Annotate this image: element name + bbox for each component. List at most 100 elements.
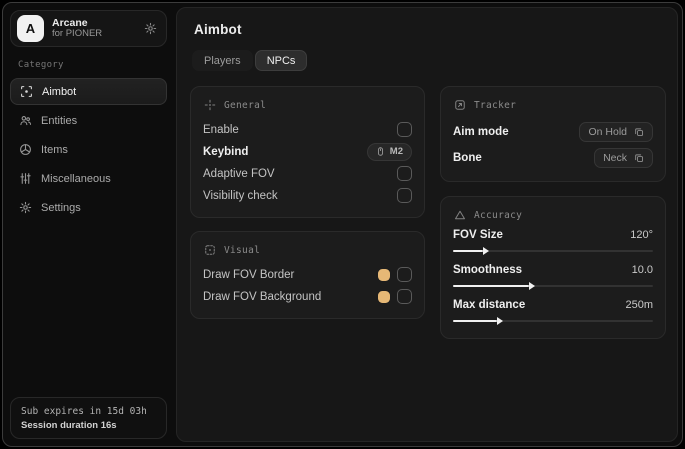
- expand-icon: [634, 127, 644, 137]
- aim-mode-select[interactable]: On Hold: [579, 121, 653, 142]
- tab-bar: Players NPCs: [192, 50, 666, 71]
- adaptive-fov-checkbox[interactable]: [397, 166, 412, 181]
- accuracy-card: Accuracy FOV Size 120° Smoothness 10.0: [440, 196, 666, 339]
- bone-label: Bone: [453, 151, 482, 164]
- fov-background-color-swatch[interactable]: [378, 290, 390, 303]
- crosshair-icon: [204, 99, 216, 111]
- mouse-icon: [376, 146, 385, 157]
- left-column: General Enable Keybind: [190, 86, 425, 319]
- app-subtitle: for PIONER: [52, 28, 103, 40]
- tracker-card-header: Tracker: [454, 99, 653, 111]
- draw-fov-background-checkbox[interactable]: [397, 289, 412, 304]
- tab-players[interactable]: Players: [192, 50, 253, 71]
- max-distance-label: Max distance: [453, 299, 526, 311]
- tracker-card: Tracker Aim mode On Hold: [440, 86, 666, 182]
- sidebar-spacer: [10, 223, 167, 397]
- sliders-icon: [19, 172, 32, 185]
- visual-card-title: Visual: [224, 244, 261, 256]
- draw-fov-background-controls: [378, 289, 412, 304]
- subscription-card: Sub expires in 15d 03h Session duration …: [10, 397, 167, 439]
- cards-grid: General Enable Keybind: [190, 86, 666, 339]
- sidebar-item-label: Entities: [41, 114, 78, 127]
- main-panel: Aimbot Players NPCs Gene: [176, 7, 678, 442]
- sidebar-nav: Aimbot Entities: [10, 78, 167, 223]
- draw-fov-border-label: Draw FOV Border: [203, 268, 295, 281]
- draw-fov-border-checkbox[interactable]: [397, 267, 412, 282]
- general-card-title: General: [224, 99, 267, 111]
- enable-checkbox[interactable]: [397, 122, 412, 137]
- fov-border-color-swatch[interactable]: [378, 268, 390, 281]
- accuracy-card-title: Accuracy: [474, 209, 523, 221]
- visibility-check-label: Visibility check: [203, 189, 278, 202]
- sidebar-item-label: Items: [41, 143, 68, 156]
- right-column: Tracker Aim mode On Hold: [440, 86, 666, 339]
- slider-track: [453, 249, 653, 252]
- row-enable: Enable: [203, 119, 412, 140]
- sidebar-item-label: Miscellaneous: [41, 172, 111, 185]
- fov-size-label: FOV Size: [453, 229, 503, 241]
- enable-label: Enable: [203, 123, 239, 136]
- general-card: General Enable Keybind: [190, 86, 425, 218]
- smoothness-value: 10.0: [631, 264, 653, 276]
- sidebar-item-label: Aimbot: [42, 85, 77, 98]
- sidebar-item-settings[interactable]: Settings: [10, 194, 167, 221]
- draw-fov-border-controls: [378, 267, 412, 282]
- sidebar-item-miscellaneous[interactable]: Miscellaneous: [10, 165, 167, 192]
- slider-fill[interactable]: [453, 281, 535, 290]
- max-distance-value: 250m: [625, 299, 653, 311]
- app-logo: A: [17, 15, 44, 42]
- sub-expires-text: Sub expires in 15d 03h: [21, 406, 147, 417]
- settings-gear-icon[interactable]: [144, 22, 157, 35]
- aim-mode-value: On Hold: [588, 125, 627, 138]
- max-distance-row: Max distance 250m: [453, 299, 653, 311]
- row-bone: Bone Neck: [453, 145, 653, 170]
- bone-select[interactable]: Neck: [594, 147, 653, 168]
- row-visibility-check: Visibility check: [203, 185, 412, 206]
- row-draw-fov-background: Draw FOV Background: [203, 286, 412, 307]
- smoothness-row: Smoothness 10.0: [453, 264, 653, 276]
- adaptive-fov-label: Adaptive FOV: [203, 167, 275, 180]
- slider-track: [453, 319, 653, 322]
- session-duration-text: Session duration 16s: [21, 420, 117, 431]
- accuracy-card-header: Accuracy: [454, 209, 653, 221]
- row-aim-mode: Aim mode On Hold: [453, 119, 653, 144]
- gear-icon: [19, 201, 32, 214]
- users-icon: [19, 114, 32, 127]
- tracker-card-title: Tracker: [474, 99, 517, 111]
- bone-value: Neck: [603, 151, 627, 164]
- slider-fill[interactable]: [453, 246, 489, 255]
- orb-icon: [19, 143, 32, 156]
- tracker-frame-icon: [454, 99, 466, 111]
- fov-size-slider[interactable]: [453, 246, 653, 255]
- sidebar: A Arcane for PIONER Category: [3, 3, 174, 446]
- smoothness-slider[interactable]: [453, 281, 653, 290]
- max-distance-slider[interactable]: [453, 316, 653, 325]
- keybind-button[interactable]: M2: [366, 142, 412, 161]
- general-card-header: General: [204, 99, 412, 111]
- tab-npcs[interactable]: NPCs: [254, 50, 308, 71]
- row-keybind: Keybind M2: [203, 141, 412, 162]
- app-name: Arcane: [52, 17, 88, 29]
- expand-icon: [634, 153, 644, 163]
- visibility-check-checkbox[interactable]: [397, 188, 412, 203]
- category-label: Category: [18, 60, 64, 70]
- sidebar-item-entities[interactable]: Entities: [10, 107, 167, 134]
- keybind-label: Keybind: [203, 145, 249, 158]
- app-title-block: Arcane for PIONER: [52, 17, 102, 40]
- aim-mode-label: Aim mode: [453, 125, 509, 138]
- smoothness-label: Smoothness: [453, 264, 523, 276]
- visual-card: Visual Draw FOV Border Draw FOV Backgrou…: [190, 231, 425, 319]
- page-title: Aimbot: [194, 22, 242, 37]
- row-adaptive-fov: Adaptive FOV: [203, 163, 412, 184]
- fov-size-value: 120°: [630, 229, 653, 241]
- draw-fov-background-label: Draw FOV Background: [203, 290, 322, 303]
- slider-track: [453, 284, 653, 287]
- crosshair-scan-icon: [20, 85, 33, 98]
- sidebar-item-items[interactable]: Items: [10, 136, 167, 163]
- sidebar-item-aimbot[interactable]: Aimbot: [10, 78, 167, 105]
- eye-region-icon: [204, 244, 216, 256]
- triangle-icon: [454, 209, 466, 221]
- slider-fill[interactable]: [453, 316, 503, 325]
- sidebar-item-label: Settings: [41, 201, 81, 214]
